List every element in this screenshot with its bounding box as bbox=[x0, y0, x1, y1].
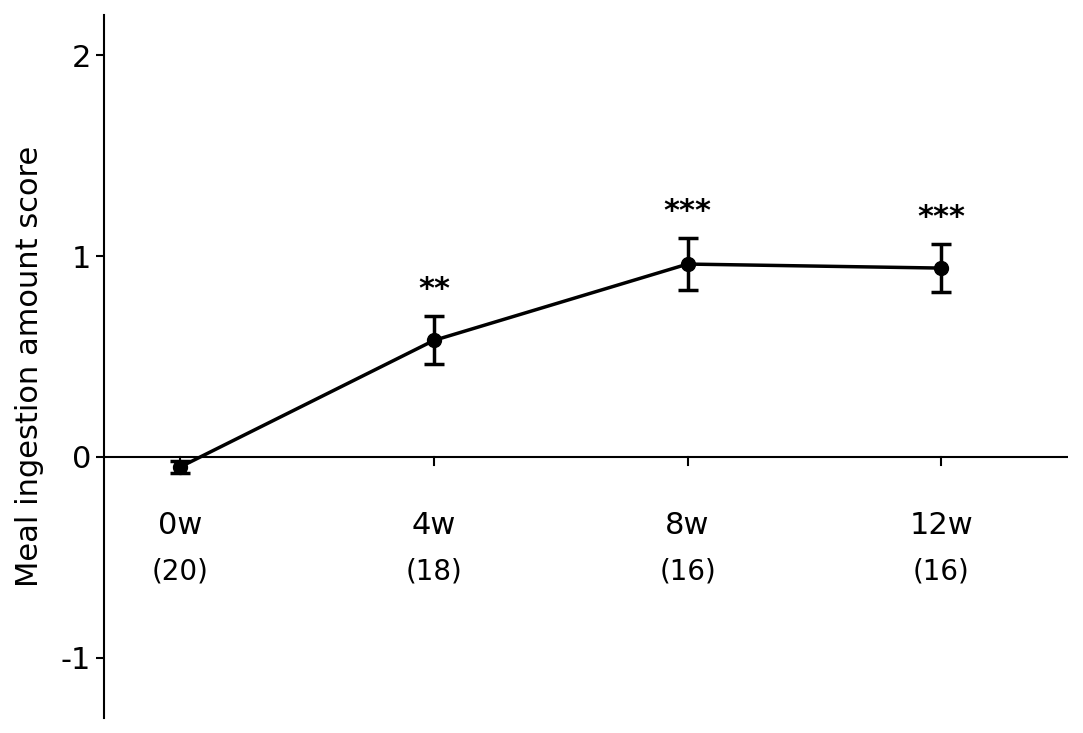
Text: (18): (18) bbox=[405, 557, 462, 586]
Text: ***: *** bbox=[917, 203, 965, 232]
Text: ***: *** bbox=[664, 197, 712, 226]
Text: **: ** bbox=[418, 275, 449, 304]
Text: (16): (16) bbox=[913, 557, 969, 586]
Text: 8w: 8w bbox=[665, 511, 709, 540]
Text: (16): (16) bbox=[660, 557, 716, 586]
Text: 12w: 12w bbox=[910, 511, 973, 540]
Text: (20): (20) bbox=[152, 557, 209, 586]
Y-axis label: Meal ingestion amount score: Meal ingestion amount score bbox=[15, 146, 44, 587]
Text: 4w: 4w bbox=[412, 511, 456, 540]
Text: 0w: 0w bbox=[158, 511, 203, 540]
